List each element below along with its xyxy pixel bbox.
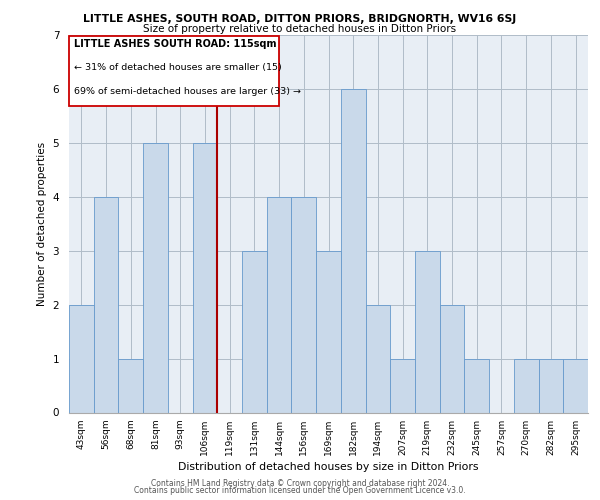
X-axis label: Distribution of detached houses by size in Ditton Priors: Distribution of detached houses by size … <box>178 462 479 472</box>
Bar <box>316 250 341 412</box>
Y-axis label: Number of detached properties: Number of detached properties <box>37 142 47 306</box>
Bar <box>415 250 440 412</box>
Bar <box>539 358 563 412</box>
Bar <box>94 197 118 412</box>
Bar <box>514 358 539 412</box>
Bar <box>242 250 267 412</box>
Bar <box>440 304 464 412</box>
Bar <box>292 197 316 412</box>
Text: Contains HM Land Registry data © Crown copyright and database right 2024.: Contains HM Land Registry data © Crown c… <box>151 478 449 488</box>
Text: LITTLE ASHES, SOUTH ROAD, DITTON PRIORS, BRIDGNORTH, WV16 6SJ: LITTLE ASHES, SOUTH ROAD, DITTON PRIORS,… <box>83 14 517 24</box>
Text: LITTLE ASHES SOUTH ROAD: 115sqm: LITTLE ASHES SOUTH ROAD: 115sqm <box>74 40 277 50</box>
Text: Contains public sector information licensed under the Open Government Licence v3: Contains public sector information licen… <box>134 486 466 495</box>
Bar <box>563 358 588 412</box>
Bar <box>143 143 168 412</box>
Text: Size of property relative to detached houses in Ditton Priors: Size of property relative to detached ho… <box>143 24 457 34</box>
Bar <box>464 358 489 412</box>
Text: 69% of semi-detached houses are larger (33) →: 69% of semi-detached houses are larger (… <box>74 87 301 96</box>
Bar <box>69 304 94 412</box>
Text: ← 31% of detached houses are smaller (15): ← 31% of detached houses are smaller (15… <box>74 63 281 72</box>
Bar <box>365 304 390 412</box>
Bar <box>118 358 143 412</box>
Bar <box>390 358 415 412</box>
FancyBboxPatch shape <box>69 36 279 106</box>
Bar <box>341 89 365 412</box>
Bar <box>267 197 292 412</box>
Bar <box>193 143 217 412</box>
